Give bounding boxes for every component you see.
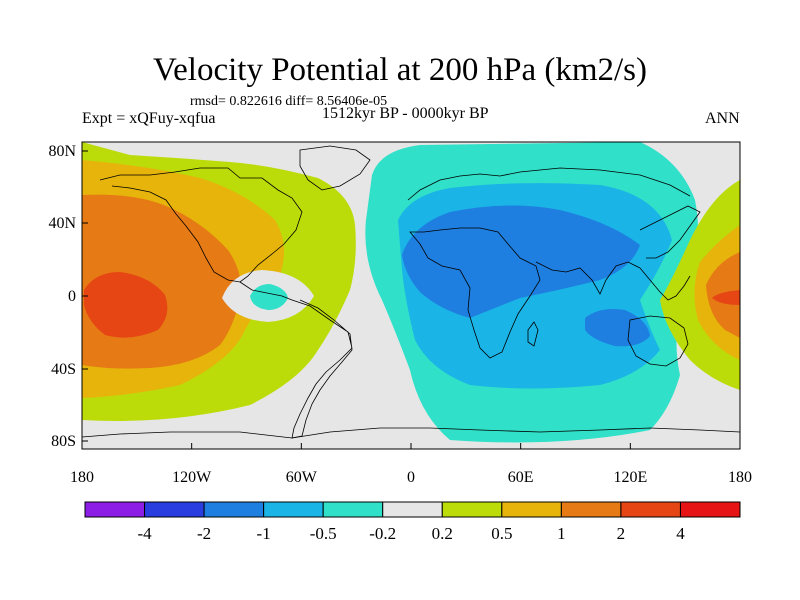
- coast-arabia-india: [535, 261, 641, 295]
- lat-tick-label: 80N: [48, 143, 76, 160]
- coast-australia: [627, 315, 689, 367]
- colorbar-label: -0.5: [310, 524, 337, 543]
- lon-tick-label: 120E: [613, 469, 647, 486]
- colorbar-label: -1: [257, 524, 271, 543]
- coastlines: [82, 145, 740, 439]
- contour-pos-east-2: [712, 290, 740, 305]
- coast-southeast-asia: [639, 267, 691, 301]
- lat-tick-label: 40N: [48, 215, 76, 232]
- colorbar-label: 2: [617, 524, 626, 543]
- colorbar: -4 -2 -1 -0.5 -0.2 0.2 0.5 1 2 4: [84, 501, 741, 543]
- coast-north-america: [99, 167, 303, 283]
- lon-tick-label: 120W: [172, 469, 212, 486]
- colorbar-label: 0.5: [491, 524, 512, 543]
- colorbar-swatch: [441, 501, 503, 518]
- lat-tick-label: 0: [68, 288, 76, 305]
- lat-ticks: 80N 40N 0 40S 80S: [48, 143, 88, 450]
- lon-tick-label: 60W: [286, 469, 318, 486]
- coast-africa: [409, 227, 541, 359]
- plot-title: Velocity Potential at 200 hPa (km2/s): [152, 52, 648, 88]
- contour-neg-1-southeast: [585, 309, 650, 347]
- colorbar-label: 1: [557, 524, 566, 543]
- period-label: 1512kyr BP - 0000kyr BP: [322, 105, 489, 122]
- colorbar-swatch: [263, 501, 324, 518]
- contour-pos-2: [84, 272, 168, 338]
- colorbar-label: -0.2: [369, 524, 396, 543]
- coast-madagascar: [527, 321, 539, 347]
- colorbar-swatch: [84, 501, 146, 518]
- lon-tick-label: 180: [728, 469, 752, 486]
- colorbar-swatch: [203, 501, 265, 518]
- colorbar-swatch: [382, 501, 443, 518]
- lat-tick-label: 40S: [51, 361, 76, 378]
- colorbar-swatch: [679, 501, 741, 518]
- coast-antarctica: [82, 427, 740, 439]
- colorbar-swatch: [560, 501, 622, 518]
- lon-tick-label: 0: [407, 469, 415, 486]
- colorbar-label: -4: [137, 524, 152, 543]
- coast-east-asia: [639, 205, 701, 259]
- lat-tick-label: 80S: [51, 433, 76, 450]
- coast-europe: [407, 167, 691, 201]
- experiment-label: Expt = xQFuy-xqfua: [82, 110, 216, 127]
- colorbar-label: -2: [197, 524, 211, 543]
- contour-field: [82, 142, 740, 449]
- season-label: ANN: [705, 110, 740, 127]
- contour-neg-0.2-pocket: [250, 284, 288, 310]
- coast-greenland: [299, 145, 371, 191]
- coast-central-america: [239, 281, 293, 301]
- lon-tick-label: 180: [70, 469, 94, 486]
- lon-tick-label: 60E: [508, 469, 534, 486]
- colorbar-swatch: [144, 501, 205, 518]
- colorbar-swatch: [322, 501, 384, 518]
- colorbar-label: 4: [676, 524, 685, 543]
- lon-ticks: 180 120W 60W 0 60E 120E 180: [70, 443, 752, 486]
- colorbar-swatch: [501, 501, 562, 518]
- stats-label: rmsd= 0.822616 diff= 8.56406e-05: [190, 94, 388, 109]
- colorbar-label: 0.2: [432, 524, 453, 543]
- colorbar-swatch: [620, 501, 681, 518]
- contour-neg-1: [402, 205, 640, 318]
